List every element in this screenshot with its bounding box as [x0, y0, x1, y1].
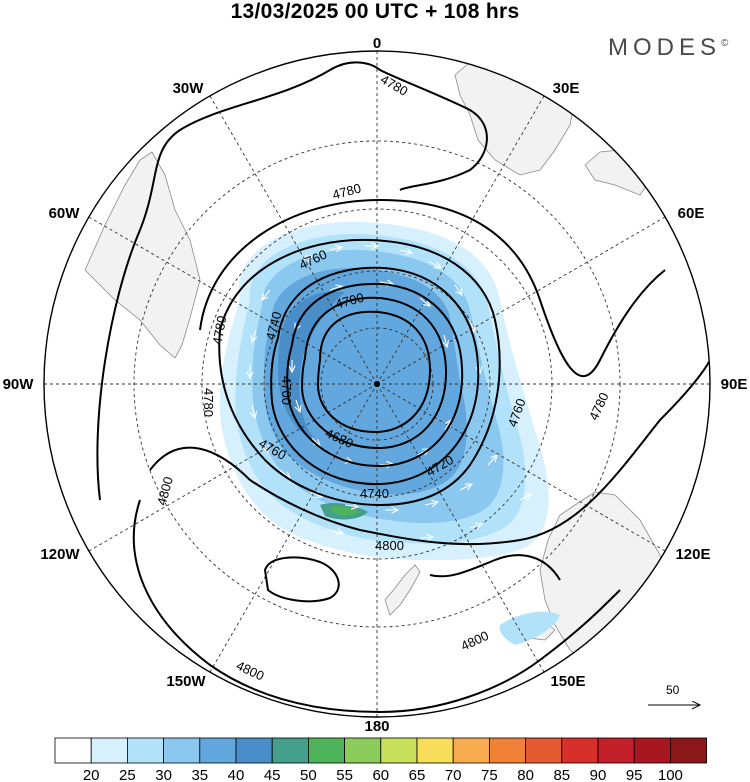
contour-label: 4780 [201, 388, 216, 417]
colorbar-tick-label: 50 [300, 767, 317, 782]
colorbar-box [199, 737, 237, 764]
colorbar-box [452, 737, 490, 764]
longitude-labels: 0 30E 60E 90E 120E 150E 180 150W 120W 90… [3, 35, 748, 735]
colorbar-box [488, 737, 526, 764]
colorbar-tick-label: 55 [336, 767, 353, 782]
contour-label: 4800 [375, 538, 404, 553]
colorbar-tick-label: 75 [481, 767, 498, 782]
colorbar-box [633, 737, 671, 764]
contour-label: 4740 [360, 486, 389, 501]
colorbar-tick-label: 30 [155, 767, 172, 782]
colorbar-box [127, 737, 165, 764]
land-south-america [84, 151, 201, 359]
colorbar-box [163, 737, 201, 764]
colorbar-tick-label: 35 [191, 767, 208, 782]
colorbar-box [307, 737, 345, 764]
lon-label-120w: 120W [40, 546, 80, 563]
contour-4800-c [429, 554, 561, 581]
colorbar-tick-label: 40 [228, 767, 245, 782]
contour-4680 [316, 310, 432, 434]
copyright-mark: © [721, 38, 729, 49]
graticule [44, 51, 710, 717]
contour-label: 4780 [210, 315, 230, 346]
colorbar-tick-label: 80 [517, 767, 534, 782]
colorbar-box [380, 737, 418, 764]
lon-label-180: 180 [364, 718, 389, 735]
lon-label-30e: 30E [553, 80, 580, 97]
contour-4760 [218, 238, 501, 507]
colorbar-box [344, 737, 382, 764]
colorbar-tick-label: 25 [119, 767, 136, 782]
colorbar-box [235, 737, 273, 764]
contour-4780-inner [199, 198, 666, 377]
contour-4720 [286, 282, 464, 468]
lon-label-90w: 90W [3, 376, 35, 393]
colorbar-box [561, 737, 599, 764]
contour-label: 4740 [263, 310, 285, 342]
lon-label-150e: 150E [550, 673, 585, 690]
colorbar-boxes [54, 737, 708, 764]
colorbar-tick-label: 70 [445, 767, 462, 782]
map-title: 13/03/2025 00 UTC + 108 hrs [230, 0, 520, 23]
colorbar-box [416, 737, 454, 764]
lon-label-60w: 60W [49, 205, 81, 222]
map-disk: 4780 4780 4760 4740 4700 4780 4780 4700 … [44, 51, 710, 717]
contour-label: 4700 [279, 376, 294, 405]
colorbar-tick-label: 95 [626, 767, 643, 782]
shade-australia [499, 611, 560, 645]
contour-4740 [270, 266, 480, 486]
colorbar-box [271, 737, 309, 764]
colorbar-labels: 20 25 30 35 40 45 50 55 60 65 70 75 80 85 90 95 100 [83, 767, 683, 782]
contour-label: 4700 [334, 290, 366, 312]
land-new-zealand [384, 564, 421, 616]
reference-vector-label: 50 [666, 683, 680, 697]
contour-label: 4780 [331, 180, 363, 202]
contour-4780-outer [96, 61, 488, 501]
contour-4800-b [132, 499, 621, 714]
height-contours [96, 61, 710, 714]
contour-4800-closed [263, 556, 340, 603]
colorbar-box [54, 737, 92, 764]
colorbar-box [670, 737, 708, 764]
lon-label-30w: 30W [173, 80, 205, 97]
lon-label-0: 0 [373, 35, 381, 52]
colorbar-box [597, 737, 635, 764]
contour-4700 [300, 296, 448, 450]
colorbar-box [525, 737, 563, 764]
colorbar-tick-label: 90 [590, 767, 607, 782]
colorbar-tick-label: 20 [83, 767, 100, 782]
colorbar-tick-label: 100 [658, 767, 683, 782]
colorbar-tick-label: 45 [264, 767, 281, 782]
colorbar-box [90, 737, 128, 764]
lon-label-90e: 90E [721, 376, 748, 393]
modes-logo: MODES© [608, 34, 728, 62]
contour-4800-a [149, 359, 710, 546]
colorbar-tick-label: 60 [372, 767, 389, 782]
shade-50-55 [330, 506, 360, 515]
colorbar-tick-label: 65 [409, 767, 426, 782]
colorbar-tick-label: 85 [553, 767, 570, 782]
contour-label: 4800 [154, 475, 176, 507]
brand-text: MODES [608, 34, 722, 61]
lon-label-150w: 150W [166, 673, 206, 690]
lon-label-60e: 60E [678, 205, 705, 222]
lon-label-120e: 120E [675, 546, 710, 563]
